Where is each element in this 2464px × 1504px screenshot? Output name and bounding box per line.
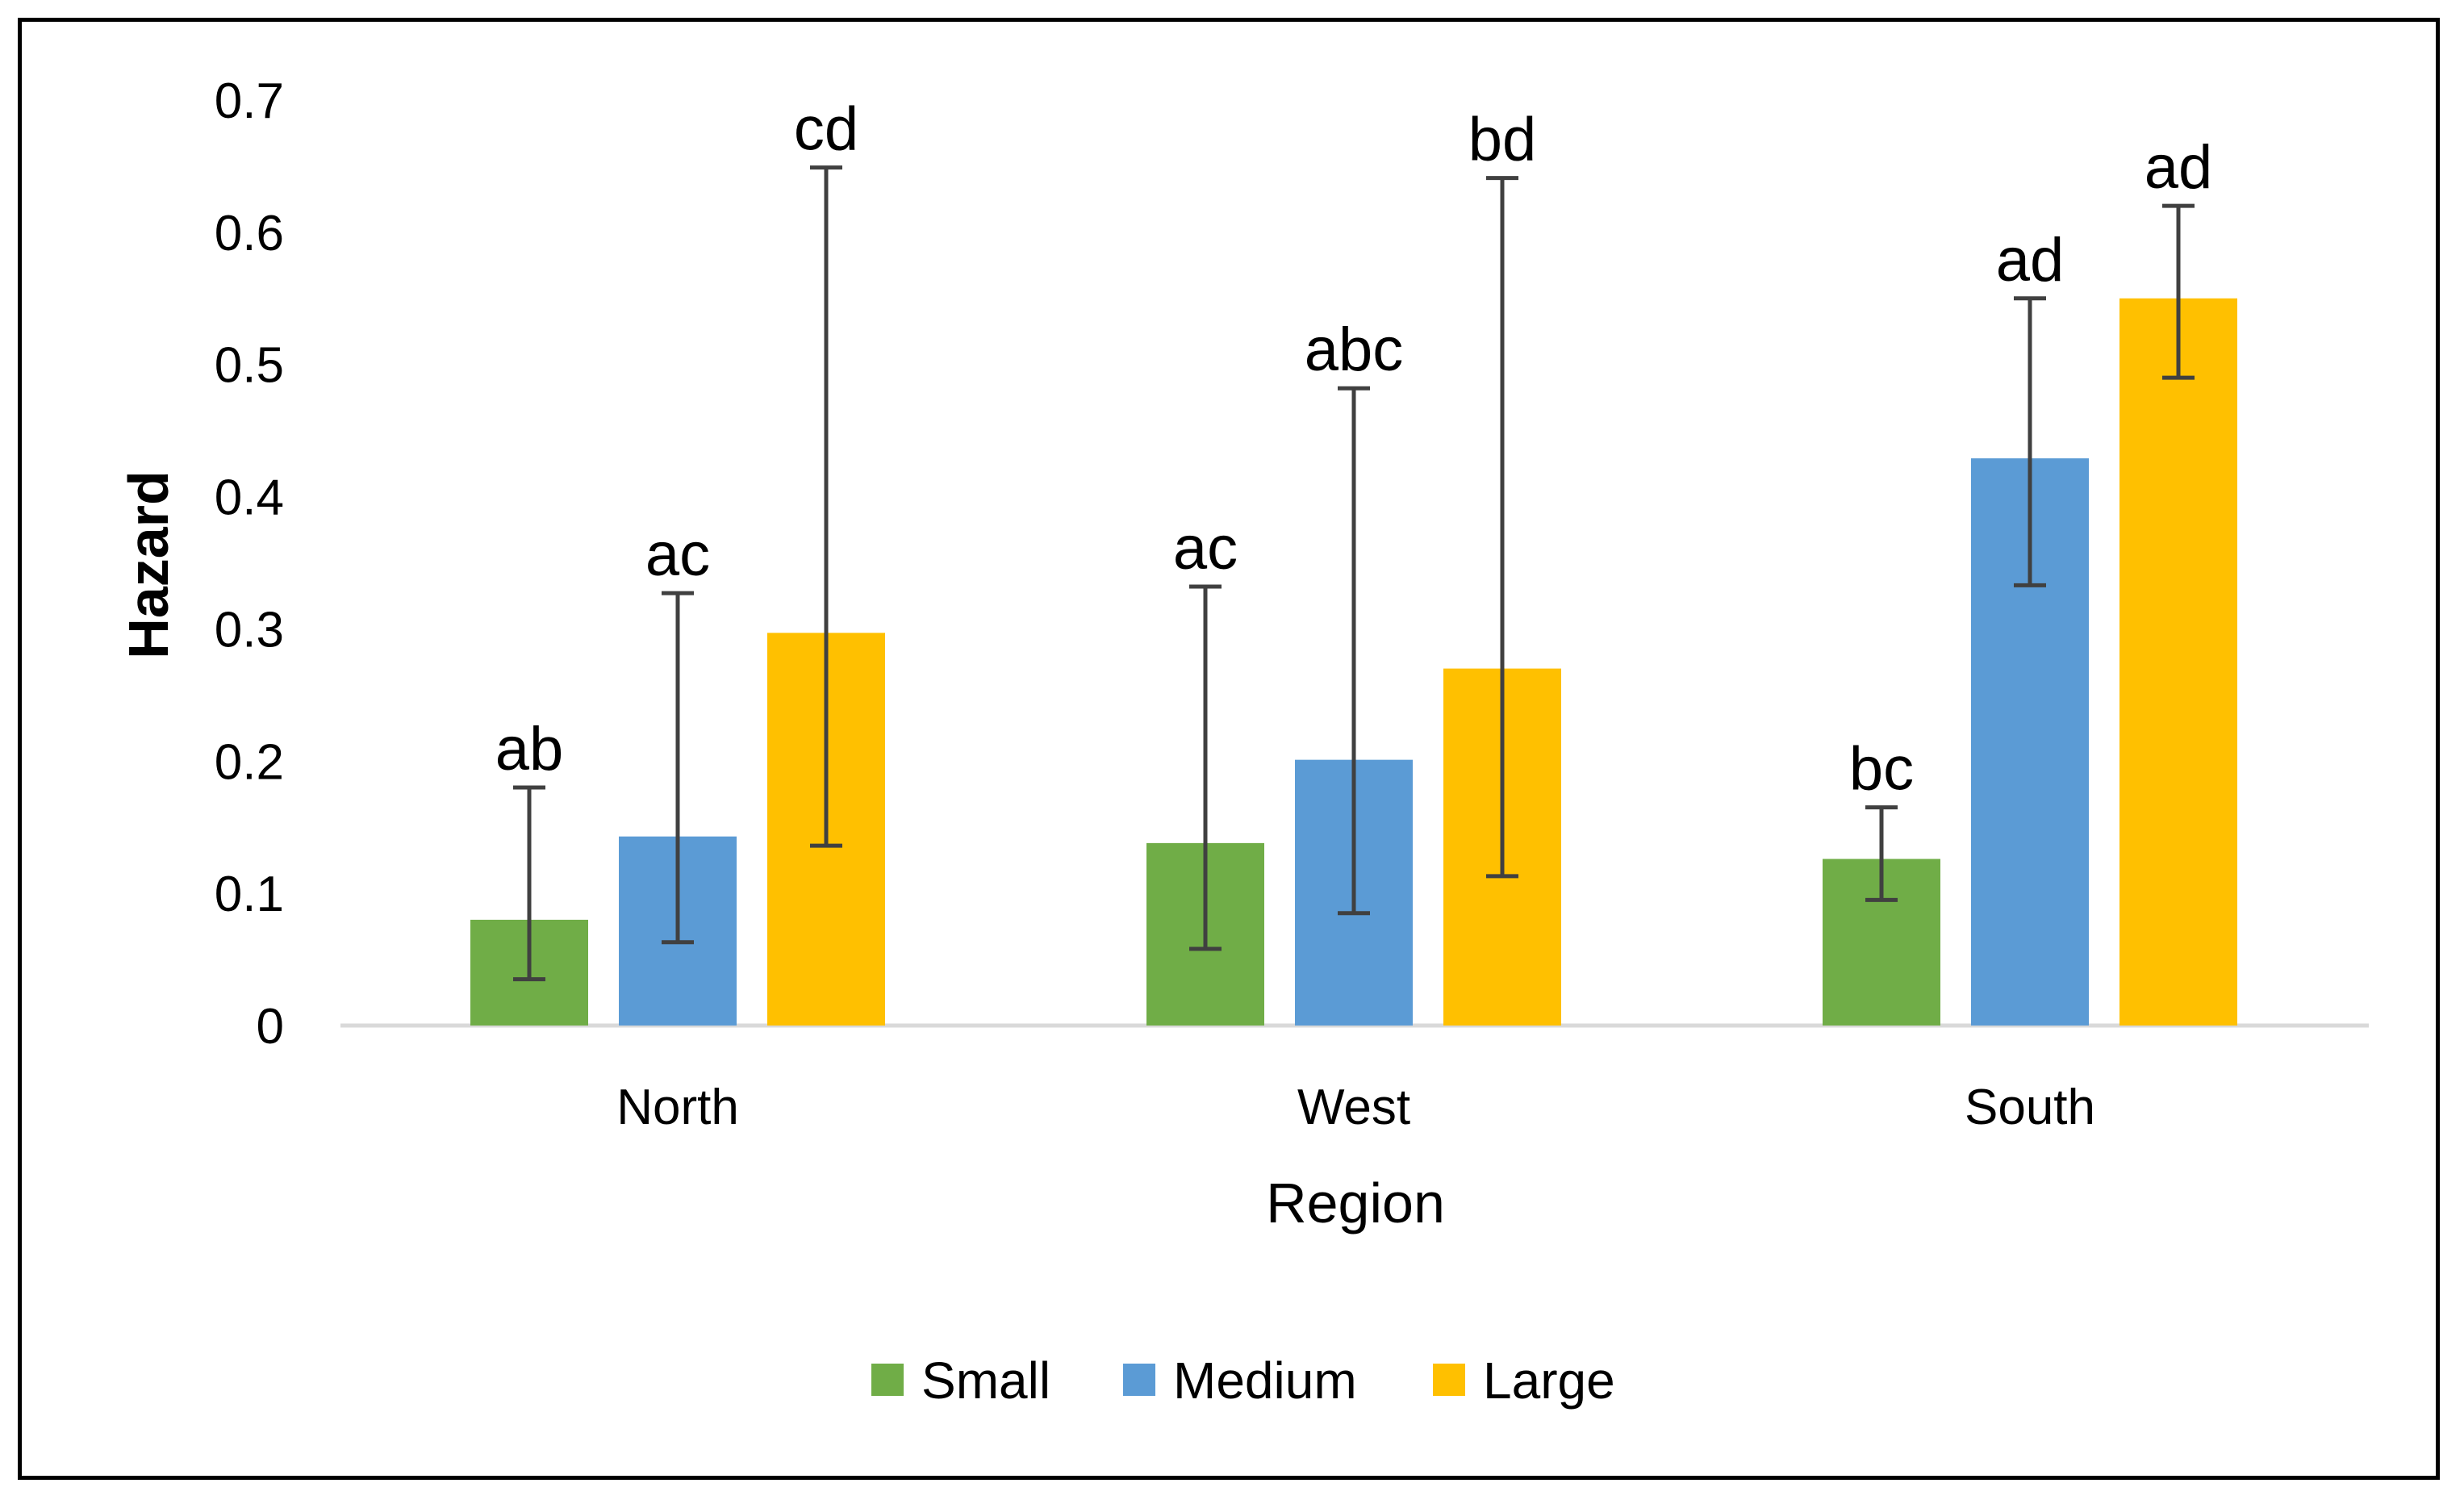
significance-label: cd xyxy=(794,95,858,164)
legend: Small Medium Large xyxy=(871,1352,1615,1410)
y-tick-label: 0.1 xyxy=(215,867,284,922)
bar-large xyxy=(2119,298,2237,1026)
y-tick-label: 0 xyxy=(257,999,284,1055)
significance-label: bc xyxy=(1849,735,1914,804)
legend-swatch xyxy=(1123,1364,1155,1396)
x-axis-title: Region xyxy=(1266,1172,1445,1235)
y-axis-ticks: 0 0.1 0.2 0.3 0.4 0.5 0.6 0.7 xyxy=(215,73,284,1055)
significance-label: ac xyxy=(645,520,710,589)
y-tick-label: 0.2 xyxy=(215,734,284,790)
error-bar xyxy=(513,785,545,982)
error-bar xyxy=(2014,296,2046,587)
error-bar xyxy=(2162,203,2195,380)
x-tick-label: West xyxy=(1297,1080,1410,1135)
y-tick-label: 0.3 xyxy=(215,602,284,658)
legend-swatch xyxy=(871,1364,904,1396)
significance-label: bd xyxy=(1468,106,1537,174)
legend-item-large: Large xyxy=(1433,1352,1615,1410)
error-bar xyxy=(1865,805,1898,902)
significance-label: ad xyxy=(2145,133,2213,202)
chart-frame xyxy=(18,18,2440,1480)
error-bars xyxy=(513,165,2195,982)
x-axis-ticks: North West South xyxy=(616,1080,2095,1135)
significance-label: ab xyxy=(495,715,564,783)
error-bar xyxy=(810,165,842,848)
y-axis-title: Hazard xyxy=(117,470,180,658)
error-bar xyxy=(1189,584,1222,951)
y-tick-label: 0.6 xyxy=(215,206,284,261)
y-tick-label: 0.7 xyxy=(215,73,284,129)
legend-label: Medium xyxy=(1173,1352,1357,1410)
legend-label: Small xyxy=(921,1352,1050,1410)
y-tick-label: 0.4 xyxy=(215,470,284,526)
legend-label: Large xyxy=(1483,1352,1615,1410)
significance-label: ac xyxy=(1173,514,1238,583)
significance-label: ad xyxy=(1996,226,2065,295)
x-tick-label: South xyxy=(1965,1080,2095,1135)
error-bar xyxy=(662,591,694,945)
error-bar xyxy=(1338,386,1370,916)
significance-label: abc xyxy=(1305,315,1404,384)
legend-item-medium: Medium xyxy=(1123,1352,1357,1410)
significance-labels: ab ac bc ac abc ad cd bd ad xyxy=(495,95,2213,804)
error-bar xyxy=(1486,176,1518,879)
legend-item-small: Small xyxy=(871,1352,1050,1410)
y-tick-label: 0.5 xyxy=(215,338,284,394)
x-tick-label: North xyxy=(616,1080,739,1135)
legend-swatch xyxy=(1433,1364,1465,1396)
